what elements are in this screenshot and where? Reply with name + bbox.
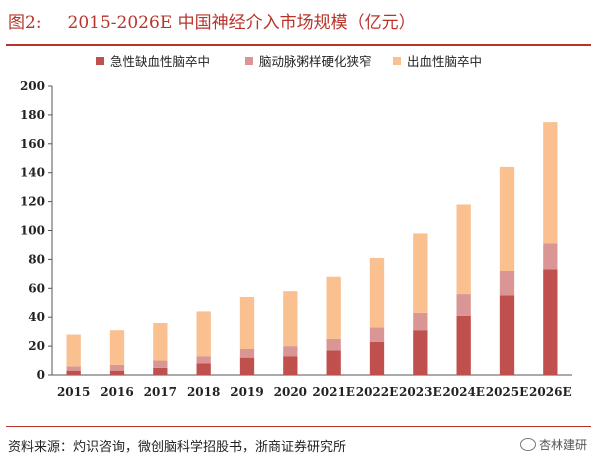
bar-segment-series-2	[413, 312, 428, 331]
bar-segment-series-3	[283, 291, 298, 347]
bar-segment-series-2	[543, 243, 558, 270]
y-tick-label: 180	[20, 108, 45, 122]
y-tick-label: 80	[28, 252, 45, 266]
x-tick-label: 2021E	[312, 385, 355, 399]
bar-segment-series-2	[239, 348, 255, 358]
bar-segment-series-1	[456, 315, 471, 375]
bar-segment-series-3	[196, 311, 211, 357]
y-tick-label: 40	[28, 310, 45, 324]
bar-segment-series-1	[326, 350, 341, 375]
x-tick-label: 2017	[144, 385, 177, 399]
bar-segment-series-1	[109, 370, 125, 375]
bar-segment-series-3	[369, 257, 385, 328]
legend-label: 出血性脑卒中	[407, 54, 482, 69]
x-tick-label: 2019	[230, 385, 263, 399]
bar-segment-series-3	[456, 204, 471, 295]
bar-segment-series-3	[109, 330, 125, 365]
bar-segment-series-2	[326, 338, 341, 351]
x-tick-label: 2024E	[442, 385, 485, 399]
bar-segment-series-1	[66, 370, 81, 375]
x-tick-label: 2015	[57, 385, 90, 399]
bar-segment-series-3	[239, 296, 255, 349]
legend-label: 急性缺血性脑卒中	[110, 54, 210, 69]
y-tick-label: 100	[20, 224, 45, 238]
bar-segment-series-1	[413, 330, 428, 375]
bar-segment-series-2	[283, 346, 298, 357]
bar-segment-series-3	[153, 322, 168, 361]
x-tick-label: 2020	[274, 385, 307, 399]
x-tick-label: 2023E	[399, 385, 442, 399]
source-divider	[6, 426, 591, 427]
x-tick-label: 2025E	[486, 385, 529, 399]
watermark-text: 杏林建研	[538, 438, 587, 452]
bar-segment-series-2	[456, 294, 471, 316]
bar-segment-series-1	[239, 357, 255, 375]
bar-segment-series-1	[196, 363, 211, 375]
bar-segment-series-3	[543, 122, 558, 244]
bar-segment-series-3	[326, 276, 341, 339]
figure-title: 图2: 2015-2026E 中国神经介入市场规模（亿元）	[8, 8, 416, 33]
y-tick-label: 140	[20, 166, 45, 180]
figure-label: 图2:	[8, 13, 42, 33]
legend-swatch	[96, 57, 104, 65]
stacked-bar-chart: 0 20 40 60 80 100 120 140 160 180 200 2015 2016 2017 2…	[20, 54, 572, 399]
x-tick-label: 2022E	[356, 385, 399, 399]
bar-segment-series-2	[153, 360, 168, 368]
bar-segment-series-3	[413, 233, 428, 313]
x-tick-label: 2018	[187, 385, 220, 399]
y-tick-label: 120	[20, 195, 45, 209]
bar-segment-series-1	[153, 367, 168, 375]
bar-segment-series-3	[66, 334, 81, 367]
x-tick-label: 2016	[100, 385, 133, 399]
legend-swatch	[245, 57, 253, 65]
bar-segment-series-2	[499, 270, 515, 296]
bar-segment-series-1	[499, 295, 515, 375]
bar-segment-series-2	[369, 327, 385, 342]
bar-segment-series-2	[66, 366, 81, 371]
watermark: 杏林建研	[519, 436, 587, 453]
y-tick-label: 0	[37, 368, 45, 382]
bar-segment-series-1	[369, 341, 385, 375]
source-note: 资料来源：灼识咨询，微创脑科学招股书，浙商证券研究所	[8, 440, 347, 455]
figure-title-text: 2015-2026E 中国神经介入市场规模（亿元）	[67, 13, 416, 33]
bar-segment-series-1	[283, 356, 298, 375]
bar-segment-series-1	[543, 269, 558, 375]
title-divider	[6, 44, 591, 46]
y-tick-label: 20	[28, 339, 45, 353]
y-tick-label: 160	[20, 137, 45, 151]
y-tick-label: 60	[28, 281, 45, 295]
x-tick-label: 2026E	[529, 385, 572, 399]
wechat-icon	[519, 438, 536, 451]
bar-segment-series-3	[499, 166, 515, 271]
legend-swatch	[393, 57, 401, 65]
y-tick-label: 200	[20, 79, 45, 93]
bar-segment-series-2	[109, 364, 125, 371]
bar-segment-series-2	[196, 356, 211, 364]
legend-label: 脑动脉粥样硬化狭窄	[259, 54, 372, 69]
